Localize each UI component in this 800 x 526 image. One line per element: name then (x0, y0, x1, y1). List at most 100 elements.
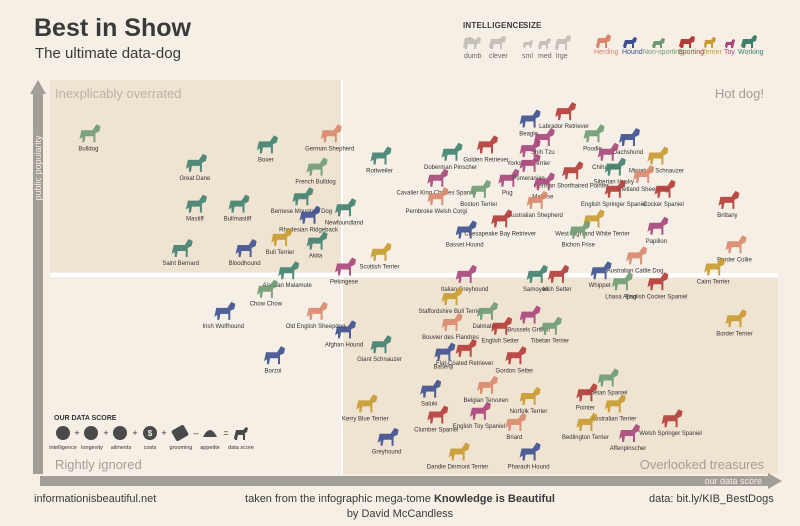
dog-point-label: Norfolk Terrier (510, 409, 548, 415)
dog-point-label: Cocker Spaniel (643, 202, 684, 208)
quadrant-bottom-right (342, 278, 778, 474)
dog-point-pembroke-welsh-corgi: Pembroke Welsh Corgi (406, 187, 467, 215)
dog-marker (370, 146, 392, 165)
dog-point-label: Golden Retriever (463, 157, 508, 163)
dog-marker (256, 135, 278, 154)
data-score-title: OUR DATA SCORE (54, 415, 117, 422)
dog-marker (356, 394, 378, 413)
dog-point-label: Kerry Blue Terrier (342, 416, 389, 422)
dog-point-label: Gordon Setter (496, 368, 534, 374)
dog-point-italian-greyhound: Italian Greyhound (441, 264, 488, 293)
costs-score-icon (143, 426, 157, 440)
dog-marker (427, 187, 449, 206)
dog-point-label: Cairn Terrier (697, 280, 730, 286)
dog-point-english-cocker-spaniel: English Cocker Spaniel (625, 272, 687, 300)
dog-point-saint-bernard: Saint Bernard (162, 239, 199, 267)
dog-point-dalmatian: Dalmatian (472, 301, 500, 330)
dog-point-label: Flat-Coated Retriever (436, 361, 493, 367)
dog-marker (427, 168, 449, 187)
dog-marker (597, 142, 619, 161)
dog-marker (441, 313, 463, 331)
dog-point-irish-wolfhound: Irish Wolfhound (203, 301, 244, 330)
dog-marker (540, 316, 562, 335)
dog-point-label: Lhasa Apso (605, 294, 637, 300)
dog-point-golden-retriever: Golden Retriever (463, 135, 509, 163)
dog-point-tibetan-terrier: Tibetan Terrier (531, 316, 569, 345)
dog-point-label: Tibetan Terrier (531, 339, 569, 345)
dog-point-label: Doberman Pinscher (424, 165, 477, 171)
dog-point-gordon-setter: Gordon Setter (496, 346, 534, 374)
intelligence-dumb-label: dumb (464, 53, 482, 60)
dog-point-label: Giant Schnauzer (357, 357, 402, 363)
dog-point-label: Shetland Sheepdog (616, 187, 669, 193)
dog-marker (171, 239, 193, 257)
dog-marker (661, 409, 683, 428)
dog-point-french-bulldog: French Bulldog (295, 157, 336, 186)
dog-marker (633, 165, 655, 183)
dog-point-label: West Highland White Terrier (555, 231, 629, 237)
intelligence-score-icon (56, 426, 70, 440)
credit-author: by David McCandless (346, 508, 454, 520)
appetite-score-icon (203, 430, 217, 437)
score-data-score-label: data score (228, 445, 254, 451)
dog-point-german-shorthaired-pointer: German Shorthaired Pointer (534, 161, 609, 189)
x-axis (40, 473, 782, 489)
dog-point-belgian-tervuren: Belgian Tervuren (464, 375, 508, 404)
dog-marker (469, 401, 491, 420)
dog-point-label: Rhodesian Ridgeback (279, 228, 339, 234)
dog-point-pug: Pug (498, 168, 520, 197)
legend-non-sporting-icon (652, 38, 665, 48)
dog-marker (555, 102, 577, 121)
footer-website: informationisbeautiful.net (34, 493, 157, 505)
dog-point-pharaoh-hound: Pharaoh Hound (508, 442, 550, 471)
dog-point-west-highland-white-terrier: West Highland White Terrier (555, 209, 630, 237)
svg-text:$: $ (148, 429, 153, 438)
dog-point-label: Miniature Schnauzer (629, 169, 684, 175)
credit-book: Knowledge is Beautiful (433, 493, 555, 505)
dog-point-pointer: Pointer (576, 383, 598, 411)
dog-point-brussels-griffon: Brussels Griffon (507, 305, 550, 334)
dog-marker (185, 194, 207, 213)
dog-marker (505, 412, 527, 431)
dog-marker (590, 261, 612, 280)
dog-marker (604, 394, 626, 413)
dog-point-scottish-terrier: Scottish Terrier (360, 242, 399, 271)
legend-small-dog-icon (523, 40, 533, 48)
legend-working: Working (738, 49, 764, 56)
dog-point-brittany: Brittany (717, 190, 740, 219)
dog-point-label: Staffordshire Bull Terrier (418, 309, 482, 315)
legend-herding-icon (596, 34, 611, 48)
dog-point-basenji: Basenji (434, 342, 456, 371)
dog-point-australian-terrier: Australian Terrier (591, 394, 636, 422)
legend-icons (463, 34, 757, 50)
dog-marker (647, 272, 669, 291)
dog-marker (583, 124, 605, 143)
dog-point-newfoundland: Newfoundland (325, 198, 363, 226)
dog-point-label: Brittany (717, 213, 737, 219)
dog-point-label: Beagle (519, 132, 538, 138)
dog-marker (477, 301, 498, 320)
dog-point-dachshund: Dachshund (613, 128, 643, 156)
dog-point-afghan-hound: Afghan Hound (325, 320, 363, 348)
dog-point-bull-terrier: Bull Terrier (266, 227, 295, 256)
dog-marker (718, 190, 740, 209)
chart-title: Best in Show (34, 14, 191, 42)
dog-point-chow-chow: Chow Chow (250, 279, 283, 308)
quadrant-label-bottom-right: Overlooked treasures (640, 457, 765, 472)
y-axis-label: public popularity (33, 135, 43, 201)
score-intelligence-label: intelligence (49, 445, 77, 451)
dog-point-great-dane: Great Dane (179, 153, 211, 182)
dog-point-norfolk-terrier: Norfolk Terrier (510, 387, 548, 415)
dog-point-english-toy-spaniel: English Toy Spaniel (453, 401, 505, 430)
dog-point-label: Mastiff (186, 217, 204, 223)
dog-point-siberian-husky: Siberian Husky (594, 157, 634, 186)
dog-point-label: Greyhound (372, 450, 402, 456)
dog-point-label: Bull Terrier (266, 250, 295, 256)
legend-medium-dog-icon (538, 38, 551, 49)
footer-data-source: data: bit.ly/KIB_BestDogs (649, 493, 774, 505)
dog-marker (79, 124, 101, 143)
dog-point-label: Tibetan Spaniel (586, 391, 627, 397)
dog-points: Bulldog Great Dane Boxer German Shepherd Fre… (78, 102, 753, 471)
dog-point-dandie-dinmont-terrier: Dandie Dinmont Terrier (427, 442, 488, 471)
dog-point-boston-terrier: Boston Terrier (460, 179, 498, 208)
